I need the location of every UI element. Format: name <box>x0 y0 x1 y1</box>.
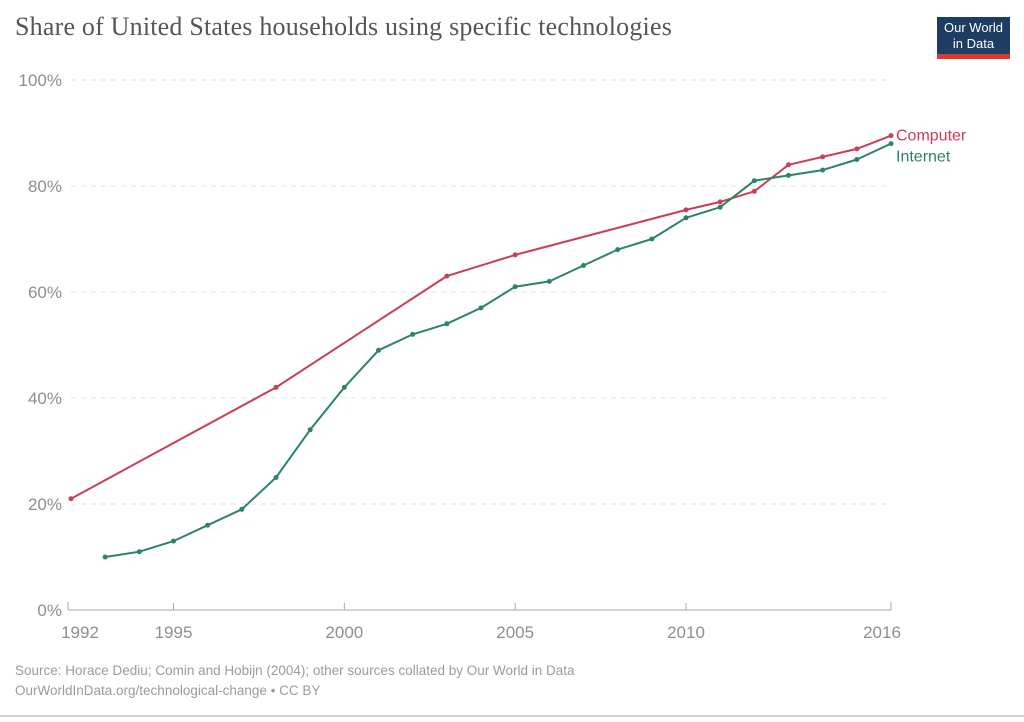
computer-data-point[interactable] <box>820 154 826 160</box>
source-link-line[interactable]: OurWorldInData.org/technological-change … <box>15 683 321 698</box>
owid-logo-red-bar <box>937 54 1010 59</box>
computer-data-point[interactable] <box>854 146 860 152</box>
internet-data-point[interactable] <box>683 215 689 221</box>
internet-data-point[interactable] <box>786 172 791 178</box>
internet-data-point[interactable] <box>751 178 757 184</box>
computer-data-point[interactable] <box>273 384 279 390</box>
internet-data-point[interactable] <box>273 475 279 480</box>
y-tick-label: 20% <box>28 495 62 514</box>
y-tick-label: 100% <box>19 71 62 90</box>
internet-data-point[interactable] <box>205 522 211 528</box>
computer-data-point[interactable] <box>888 133 894 139</box>
internet-data-point[interactable] <box>615 247 621 253</box>
computer-data-point[interactable] <box>786 162 791 168</box>
owid-logo-line1: Our World <box>944 20 1003 35</box>
x-tick-label: 2010 <box>667 623 705 642</box>
x-tick-label: 2016 <box>863 623 901 642</box>
owid-logo-line2: in Data <box>952 36 995 51</box>
internet-data-point[interactable] <box>546 278 552 284</box>
internet-data-point[interactable] <box>410 331 416 337</box>
computer-data-point[interactable] <box>751 188 757 194</box>
internet-data-point[interactable] <box>444 321 450 327</box>
computer-line[interactable] <box>70 134 892 500</box>
computer-data-point[interactable] <box>68 496 74 502</box>
internet-data-point[interactable] <box>171 538 176 544</box>
x-tick-label: 2000 <box>325 623 363 642</box>
owid-logo[interactable]: Our World in Data <box>937 17 1010 59</box>
internet-data-point[interactable] <box>854 157 860 162</box>
internet-data-point[interactable] <box>102 554 108 560</box>
internet-line[interactable] <box>104 142 892 558</box>
series-label-internet[interactable]: Internet <box>896 149 951 166</box>
internet-data-point[interactable] <box>376 347 381 353</box>
y-tick-label: 60% <box>28 283 62 302</box>
y-tick-label: 0% <box>37 601 62 620</box>
internet-data-point[interactable] <box>478 305 484 311</box>
internet-data-point[interactable] <box>307 427 313 433</box>
y-tick-label: 80% <box>28 177 62 196</box>
internet-data-point[interactable] <box>581 263 586 268</box>
source-text: Source: Horace Dediu; Comin and Hobijn (… <box>15 663 575 678</box>
series-label-computer[interactable]: Computer <box>896 128 967 145</box>
internet-data-point[interactable] <box>136 549 142 555</box>
y-tick-label: 40% <box>28 389 62 408</box>
internet-data-point[interactable] <box>239 506 245 512</box>
computer-data-point[interactable] <box>512 252 518 258</box>
internet-data-point[interactable] <box>649 236 655 242</box>
internet-data-point[interactable] <box>717 204 723 210</box>
internet-data-point[interactable] <box>820 167 826 173</box>
internet-data-point[interactable] <box>341 384 347 390</box>
x-tick-label: 1995 <box>155 623 193 642</box>
computer-data-point[interactable] <box>717 199 723 205</box>
source-block: Source: Horace Dediu; Comin and Hobijn (… <box>15 661 575 701</box>
page-title: Share of United States households using … <box>15 12 673 41</box>
computer-data-point[interactable] <box>444 273 450 279</box>
x-tick-label: 1992 <box>61 623 99 642</box>
computer-data-point[interactable] <box>683 207 689 213</box>
bottom-divider <box>0 715 1024 717</box>
internet-data-point[interactable] <box>512 284 518 290</box>
x-tick-label: 2005 <box>496 623 534 642</box>
internet-data-point[interactable] <box>888 141 894 147</box>
